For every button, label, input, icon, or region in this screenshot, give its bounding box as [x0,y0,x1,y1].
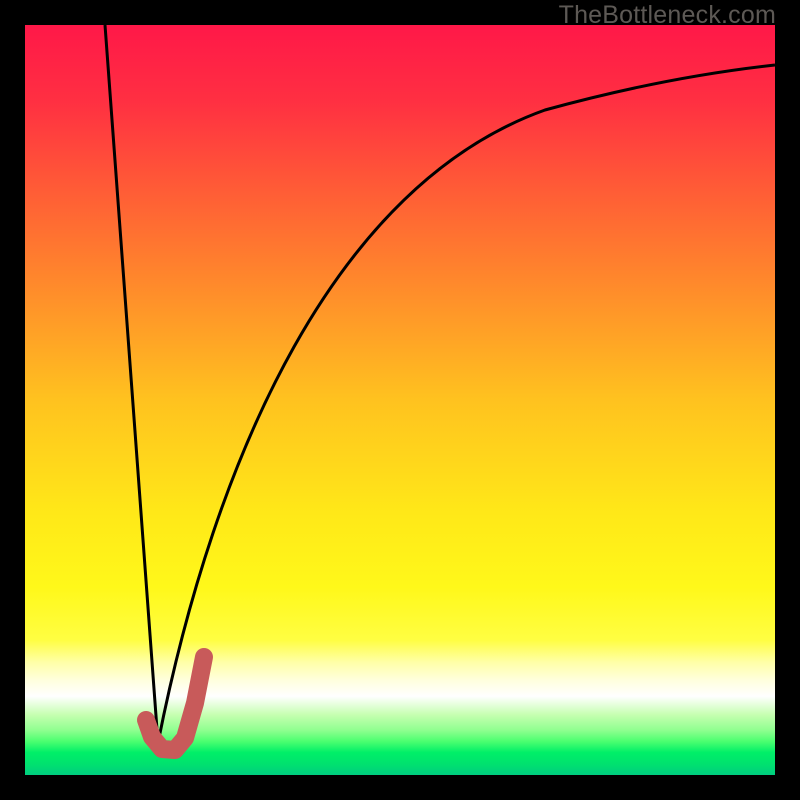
stage: TheBottleneck.com [0,0,800,800]
plot-svg [25,25,775,775]
gradient-background [25,25,775,775]
plot-area [25,25,775,775]
watermark-text: TheBottleneck.com [559,1,776,30]
